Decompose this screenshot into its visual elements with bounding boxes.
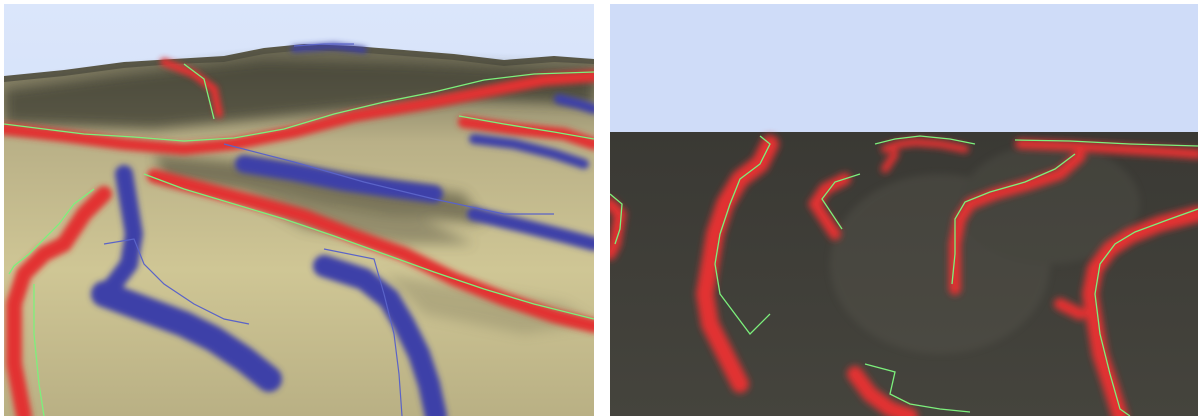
ridge-markings [4,58,594,416]
terrain-render-right [610,4,1198,416]
terrain-view-right [610,4,1198,416]
terrain-view-left [4,4,594,416]
valley-markings [91,42,594,416]
green-contour-lines [610,135,1198,416]
green-contour-lines [4,63,594,416]
terrain-render-left [4,4,594,416]
terrain-shading [4,59,594,334]
terrain-shading [830,144,1140,354]
blue-contour-lines [103,43,554,416]
